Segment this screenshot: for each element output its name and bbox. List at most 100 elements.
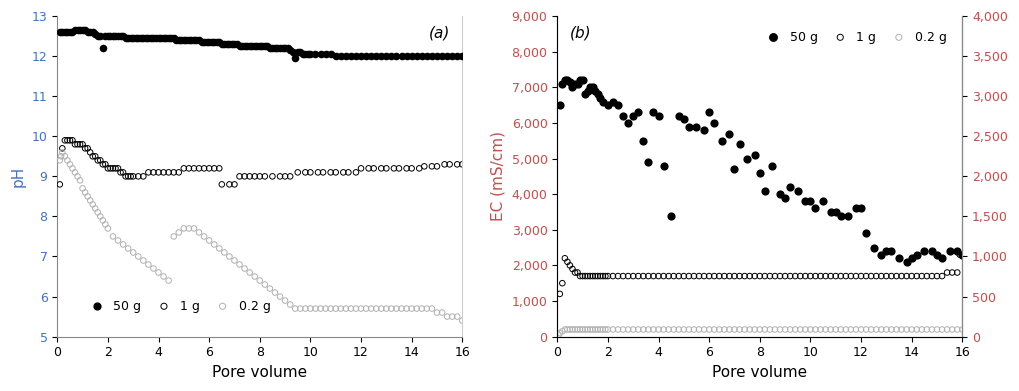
1 g [949, 269, 965, 276]
1 g [62, 137, 78, 143]
1 g [565, 266, 581, 272]
Legend: 50 g, 1 g, 0.2 g: 50 g, 1 g, 0.2 g [756, 25, 952, 48]
50 g [841, 212, 857, 219]
1 g [909, 273, 925, 279]
0.2 g [762, 326, 779, 333]
0.2 g [737, 326, 753, 333]
50 g [689, 124, 705, 130]
50 g [429, 53, 445, 59]
50 g [110, 33, 126, 39]
1 g [605, 273, 622, 279]
50 g [79, 29, 96, 35]
1 g [757, 273, 773, 279]
1 g [206, 165, 222, 172]
1 g [100, 165, 116, 172]
50 g [247, 43, 263, 49]
50 g [277, 45, 293, 51]
1 g [838, 273, 854, 279]
0.2 g [691, 326, 707, 333]
0.2 g [614, 326, 631, 333]
1 g [833, 273, 849, 279]
1 g [676, 273, 692, 279]
0.2 g [711, 326, 728, 333]
1 g [696, 273, 712, 279]
50 g [327, 53, 343, 59]
50 g [72, 27, 89, 33]
1 g [196, 165, 212, 172]
0.2 g [696, 326, 712, 333]
50 g [797, 198, 813, 204]
0.2 g [267, 289, 283, 296]
0.2 g [277, 298, 293, 304]
0.2 g [53, 153, 69, 160]
0.2 g [85, 201, 101, 208]
50 g [337, 53, 354, 59]
0.2 g [95, 217, 111, 224]
50 g [231, 43, 248, 49]
0.2 g [686, 326, 702, 333]
50 g [87, 31, 103, 37]
1 g [398, 165, 415, 172]
0.2 g [337, 305, 354, 312]
50 g [298, 51, 314, 57]
50 g [308, 51, 324, 57]
0.2 g [650, 326, 666, 333]
1 g [340, 169, 357, 176]
1 g [889, 273, 905, 279]
50 g [272, 45, 288, 51]
1 g [454, 161, 471, 167]
0.2 g [671, 326, 687, 333]
50 g [239, 43, 256, 49]
50 g [933, 255, 950, 262]
1 g [592, 273, 608, 279]
1 g [82, 149, 98, 156]
1 g [117, 173, 133, 179]
1 g [812, 273, 828, 279]
0.2 g [660, 326, 677, 333]
50 g [706, 120, 722, 126]
50 g [194, 39, 210, 45]
1 g [335, 169, 352, 176]
50 g [551, 102, 568, 108]
0.2 g [77, 189, 94, 196]
0.2 g [853, 326, 869, 333]
0.2 g [82, 197, 98, 204]
1 g [595, 273, 611, 279]
50 g [254, 43, 270, 49]
50 g [125, 35, 142, 41]
0.2 g [776, 326, 793, 333]
1 g [424, 163, 440, 169]
50 g [916, 248, 932, 254]
50 g [904, 255, 920, 262]
1 g [952, 251, 968, 258]
1 g [72, 141, 89, 147]
1 g [175, 165, 192, 172]
50 g [747, 152, 763, 158]
50 g [136, 35, 152, 41]
0.2 g [424, 305, 440, 312]
50 g [287, 55, 304, 61]
1 g [899, 273, 915, 279]
50 g [189, 37, 205, 43]
0.2 g [151, 269, 167, 276]
1 g [630, 273, 646, 279]
0.2 g [439, 314, 455, 320]
50 g [54, 29, 70, 35]
0.2 g [559, 326, 576, 333]
1 g [156, 169, 172, 176]
0.2 g [146, 265, 162, 272]
1 g [52, 181, 68, 188]
1 g [904, 273, 920, 279]
1 g [933, 273, 950, 279]
1 g [575, 273, 591, 279]
0.2 g [175, 225, 192, 231]
1 g [721, 273, 738, 279]
0.2 g [580, 326, 596, 333]
0.2 g [894, 326, 910, 333]
50 g [585, 84, 601, 90]
50 g [62, 29, 78, 35]
1 g [691, 273, 707, 279]
0.2 g [125, 249, 142, 256]
50 g [163, 35, 179, 41]
0.2 g [909, 326, 925, 333]
